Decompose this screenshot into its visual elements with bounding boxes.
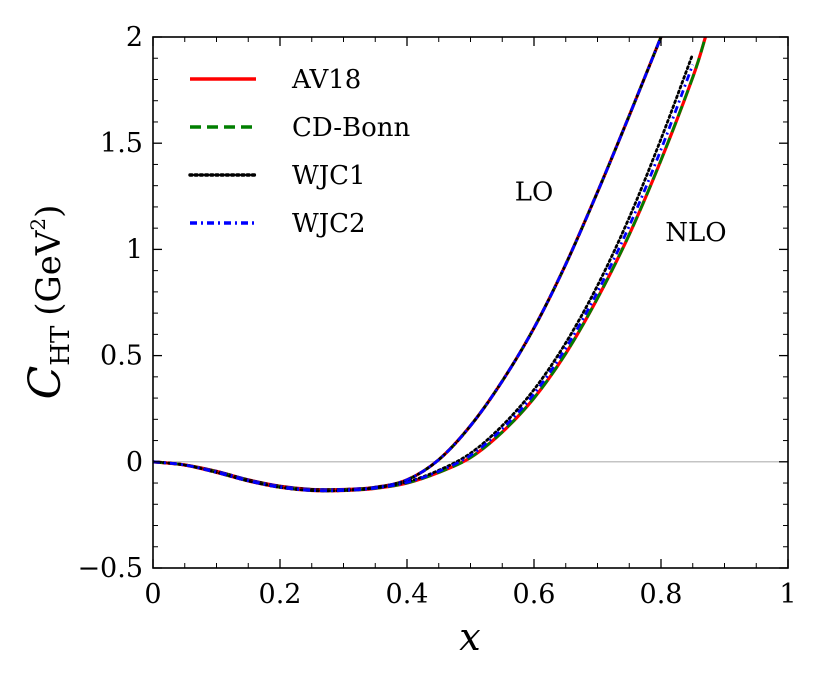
y-axis-label-unit-sup: 2 bbox=[26, 218, 50, 231]
x-tick-label: 1 bbox=[779, 579, 796, 610]
x-tick-label: 0 bbox=[144, 579, 161, 610]
x-tick-label: 0.4 bbox=[386, 579, 429, 610]
tick-label-layer: 0 0.2 0.4 0.6 0.8 1−0.500.511.52 bbox=[77, 22, 796, 610]
y-tick-label: −0.5 bbox=[77, 553, 143, 584]
y-tick-label: 0.5 bbox=[100, 341, 143, 372]
y-axis-label-sub: HT bbox=[46, 325, 76, 366]
series-line-nlo-wjc1 bbox=[153, 52, 695, 493]
x-tick-label: 0.6 bbox=[513, 579, 556, 610]
y-axis-label: CHT (GeV2) bbox=[20, 205, 76, 400]
y-tick-label: 1.5 bbox=[100, 128, 143, 159]
series-layer bbox=[153, 37, 707, 493]
annotation-layer: LO NLO bbox=[515, 178, 727, 248]
tick-layer bbox=[152, 36, 789, 569]
legend-label-wjc1: WJC1 bbox=[292, 161, 366, 191]
y-tick-label: 2 bbox=[126, 22, 143, 53]
y-axis-label-unit-close: ) bbox=[29, 205, 69, 218]
legend: AV18 CD-Bonn WJC1 WJC2 bbox=[188, 65, 411, 239]
plot-background bbox=[153, 37, 788, 568]
x-tick-label: 0.8 bbox=[640, 579, 683, 610]
y-tick-label: 0 bbox=[126, 447, 143, 478]
x-axis-label: x bbox=[459, 615, 480, 659]
legend-label-wjc2: WJC2 bbox=[292, 209, 366, 239]
y-tick-label: 1 bbox=[126, 234, 143, 265]
annotation-nlo: NLO bbox=[665, 218, 726, 248]
legend-label-cd-bonn: CD-Bonn bbox=[292, 113, 411, 143]
annotation-lo: LO bbox=[515, 178, 554, 208]
y-axis-label-main: C bbox=[20, 366, 71, 400]
legend-label-av18: AV18 bbox=[291, 65, 361, 95]
x-tick-label: 0.2 bbox=[259, 579, 302, 610]
y-axis-label-unit: (GeV bbox=[29, 229, 69, 316]
series-line-nlo-wjc2 bbox=[153, 64, 695, 493]
